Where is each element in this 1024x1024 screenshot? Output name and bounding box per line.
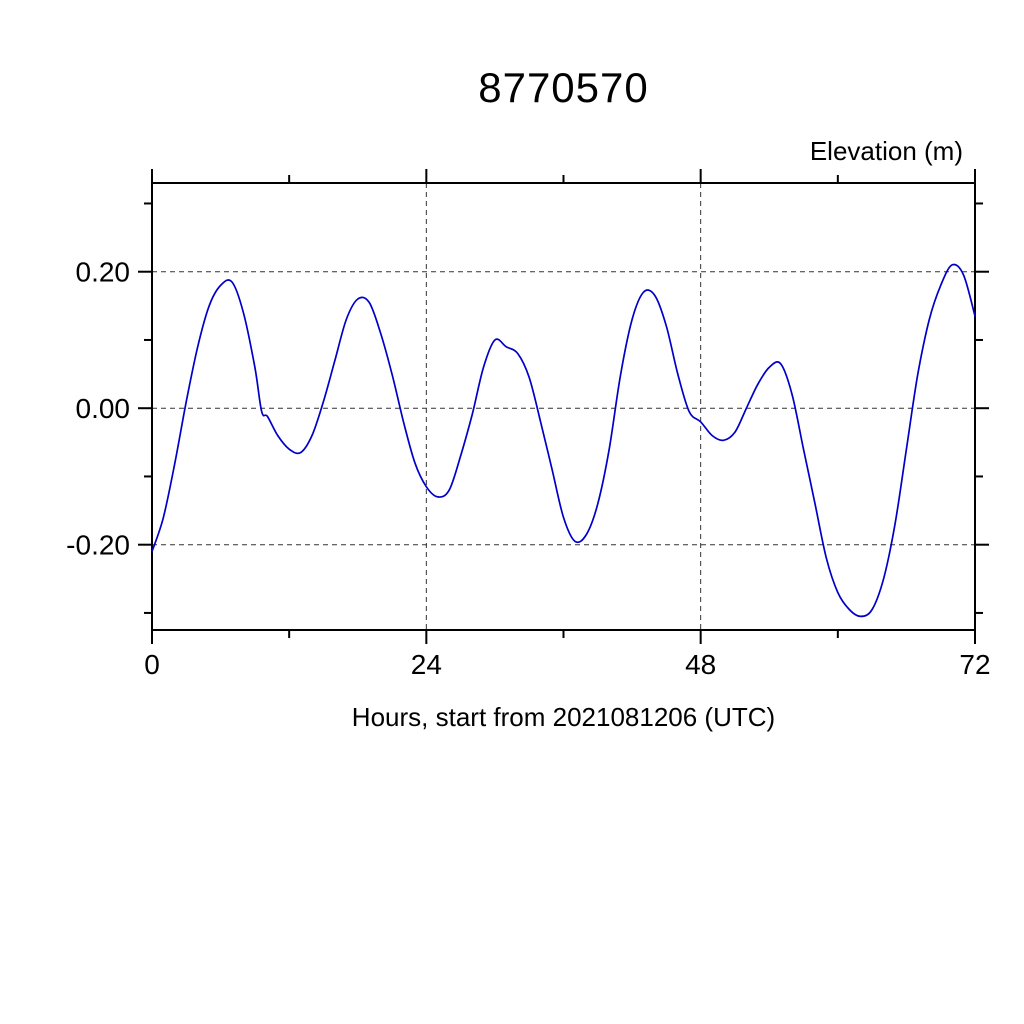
y-tick-label: 0.20 <box>76 257 131 288</box>
y-tick-label: 0.00 <box>76 393 131 424</box>
x-tick-label: 24 <box>411 649 442 680</box>
station-title: 8770570 <box>478 64 649 111</box>
x-tick-label: 0 <box>144 649 160 680</box>
y-tick-label: -0.20 <box>66 530 130 561</box>
y-axis-unit-label: Elevation (m) <box>809 136 963 166</box>
x-axis-label: Hours, start from 2021081206 (UTC) <box>351 702 776 732</box>
x-tick-label: 72 <box>959 649 990 680</box>
plot-frame <box>151 182 976 631</box>
x-tick-label: 48 <box>685 649 716 680</box>
elevation-line <box>151 263 976 618</box>
